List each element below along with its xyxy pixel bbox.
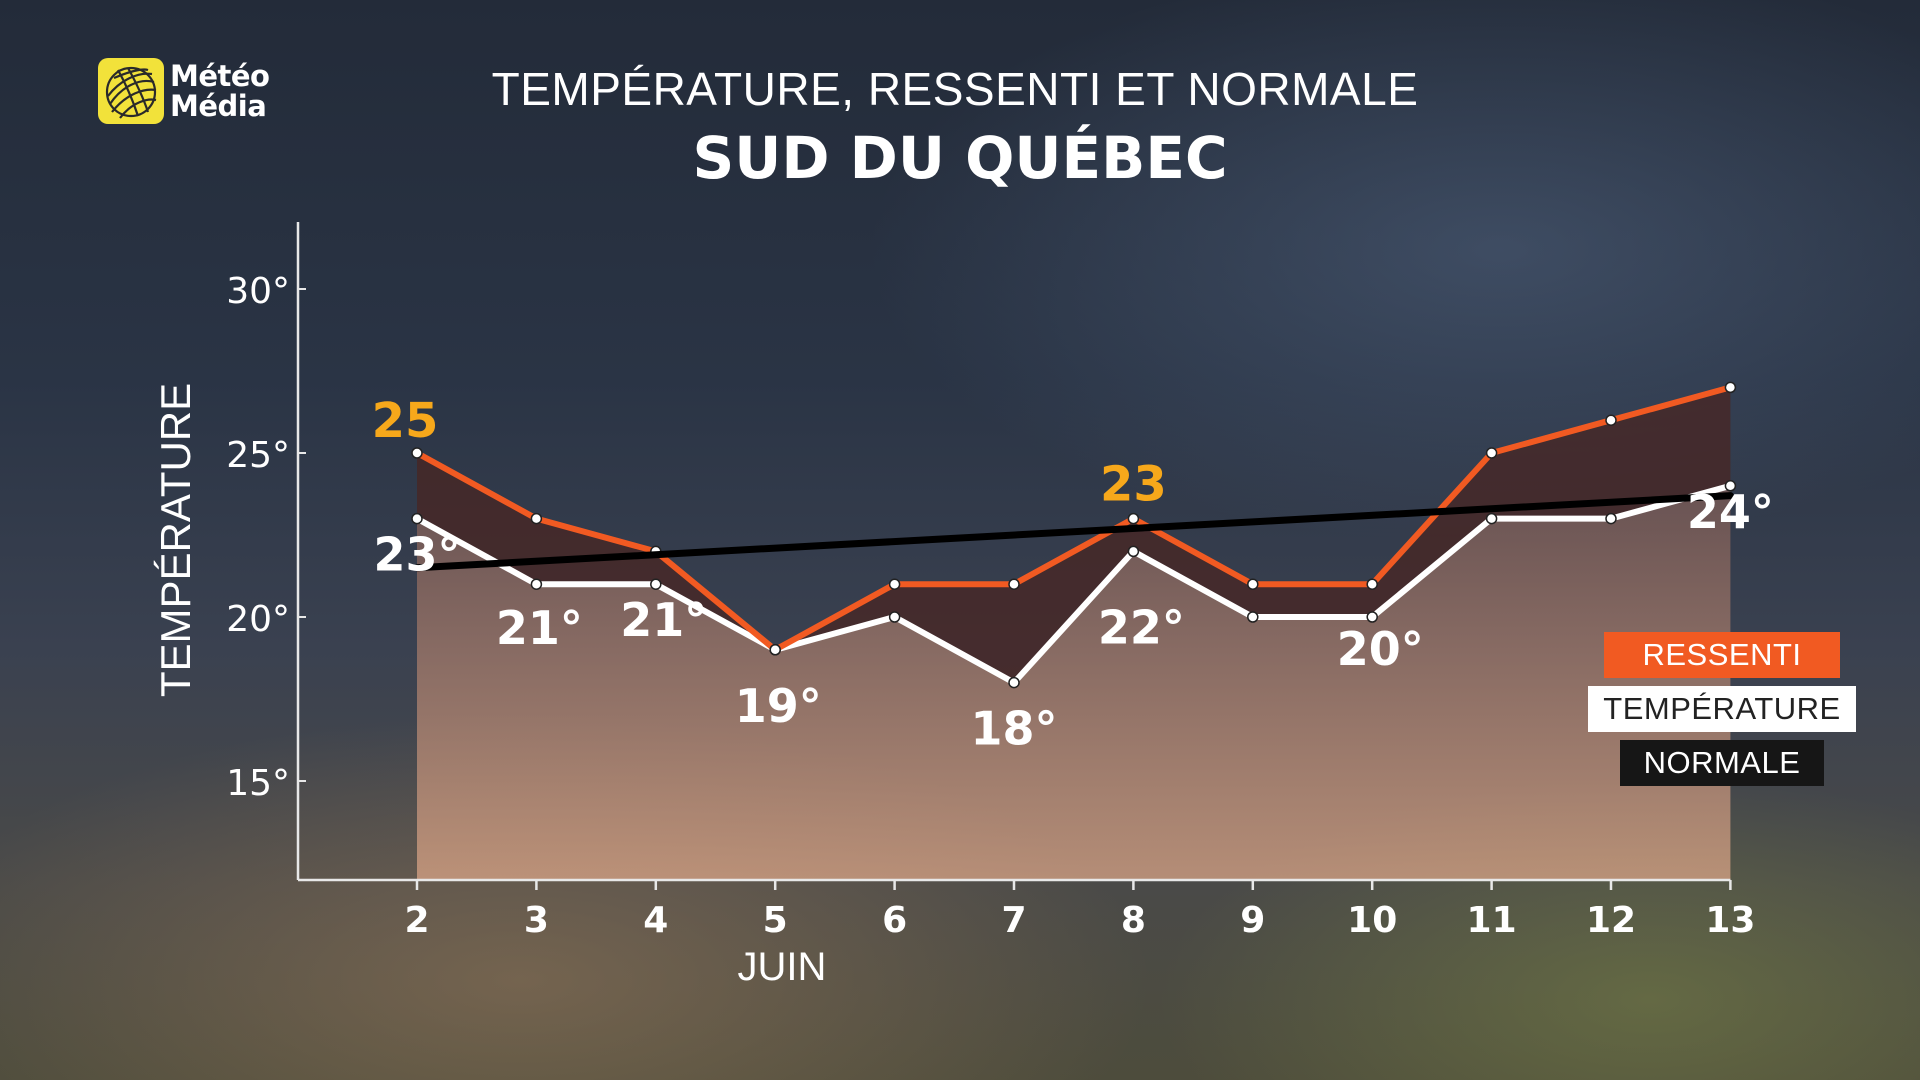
x-tick-label: 9 bbox=[1240, 900, 1265, 941]
ressenti-data-label: 25 bbox=[372, 393, 439, 449]
temperature-line bbox=[414, 482, 1734, 686]
temperature-point bbox=[1127, 545, 1140, 558]
x-tick-label: 8 bbox=[1121, 900, 1146, 941]
temperature-point bbox=[1247, 611, 1259, 623]
temperature-area bbox=[417, 485, 1731, 880]
x-tick-label: 5 bbox=[763, 900, 788, 941]
temperature-data-label: 20° bbox=[1337, 622, 1424, 676]
x-tick-label: 10 bbox=[1347, 900, 1397, 941]
normale-line bbox=[413, 492, 1734, 572]
temperature-point bbox=[1724, 480, 1737, 492]
chart-title: TEMPÉRATURE, RESSENTI ET NORMALE bbox=[491, 63, 1419, 115]
legend-ressenti: RESSENTI bbox=[1604, 632, 1840, 678]
logo-line2: Média bbox=[170, 89, 267, 123]
temperature-point bbox=[1366, 611, 1378, 623]
ressenti-point bbox=[1485, 447, 1498, 459]
legend-temperature: TEMPÉRATURE bbox=[1588, 686, 1856, 732]
x-tick-label: 3 bbox=[524, 900, 549, 941]
temperature-point bbox=[1008, 676, 1020, 689]
y-tick-label: 30° bbox=[226, 271, 290, 312]
meteomedia-logo: Météo Média bbox=[98, 56, 270, 126]
globe-icon bbox=[98, 58, 164, 124]
ressenti-point bbox=[888, 578, 901, 590]
logo-wordmark: Météo Média bbox=[170, 59, 270, 123]
x-axis-title: JUIN bbox=[738, 945, 827, 989]
temperature-point bbox=[530, 578, 543, 590]
ressenti-point bbox=[1605, 414, 1617, 426]
ressenti-point bbox=[1724, 381, 1737, 394]
temperature-data-label: 19° bbox=[735, 679, 822, 733]
x-tick-label: 12 bbox=[1586, 900, 1636, 941]
ressenti-data-label: 23 bbox=[1100, 457, 1167, 513]
temperature-data-label: 23° bbox=[373, 528, 460, 582]
ressenti-point bbox=[1247, 578, 1259, 590]
legend-normale: NORMALE bbox=[1620, 740, 1824, 786]
temperature-point bbox=[411, 512, 423, 525]
ressenti-point bbox=[1366, 578, 1378, 590]
temperature-data-label: 24° bbox=[1687, 485, 1774, 539]
temperature-point bbox=[650, 578, 662, 590]
temperature-point bbox=[888, 611, 901, 623]
ressenti-point bbox=[1008, 578, 1020, 590]
logo-line1: Météo bbox=[170, 59, 270, 93]
temperature-data-label: 18° bbox=[970, 702, 1057, 756]
x-tick-label: 7 bbox=[1001, 900, 1026, 941]
ressenti-point bbox=[769, 644, 781, 656]
x-tick-label: 6 bbox=[882, 900, 907, 941]
chart-subtitle: SUD DU QUÉBEC bbox=[692, 124, 1228, 192]
x-tick-label: 13 bbox=[1705, 900, 1755, 941]
header: TEMPÉRATURE, RESSENTI ET NORMALE SUD DU … bbox=[0, 0, 1920, 200]
ressenti-line bbox=[414, 384, 1734, 653]
ressenti-point bbox=[530, 512, 543, 525]
temperature-point bbox=[1605, 512, 1617, 525]
x-tick-label: 2 bbox=[404, 900, 429, 941]
temperature-point bbox=[1485, 512, 1498, 525]
x-tick-label: 11 bbox=[1467, 900, 1517, 941]
y-tick-label: 20° bbox=[226, 599, 290, 640]
temperature-data-label: 21° bbox=[496, 601, 583, 655]
temperature-data-label: 22° bbox=[1098, 600, 1185, 654]
ressenti-point bbox=[411, 447, 423, 459]
y-tick-label: 15° bbox=[226, 763, 290, 804]
x-tick-label: 4 bbox=[643, 900, 668, 941]
y-tick-label: 25° bbox=[226, 435, 290, 476]
ressenti-point bbox=[1127, 512, 1140, 525]
temperature-data-label: 21° bbox=[620, 593, 707, 647]
y-axis-title: TEMPÉRATURE bbox=[152, 383, 199, 697]
